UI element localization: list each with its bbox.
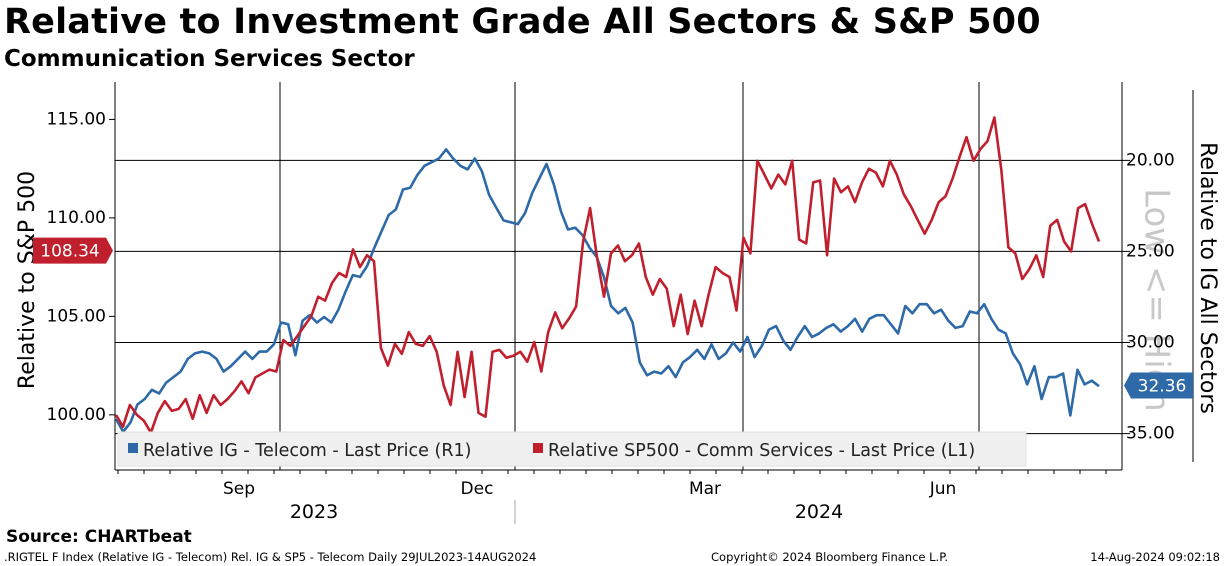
- copyright: Copyright© 2024 Bloomberg Finance L.P.: [711, 550, 948, 564]
- year-label-1: 2024: [795, 501, 843, 523]
- right-axis-title: Relative to IG All Sectors: [1195, 142, 1220, 414]
- x-tick-label-1: Dec: [461, 479, 494, 499]
- right-last-value-tag: [1124, 372, 1193, 399]
- year-label-0: 2023: [290, 501, 338, 523]
- last-value-tags: 108.34 32.36: [33, 237, 1193, 399]
- chart-title: Relative to Investment Grade All Sectors…: [4, 2, 1041, 42]
- timestamp: 14-Aug-2024 09:02:18: [1090, 550, 1220, 564]
- x-tick-label-0: Sep: [223, 479, 255, 499]
- left-axis-title: Relative to S&P 500: [15, 171, 40, 389]
- legend-swatch-0: [128, 443, 138, 453]
- left-tick-label-0: 115.00: [47, 109, 106, 129]
- left-tick-label-2: 105.00: [47, 306, 106, 326]
- left-tick-label-1: 110.00: [47, 208, 106, 228]
- x-tick-label-2: Mar: [689, 479, 721, 499]
- right-tick-label-1: 25.00: [1126, 241, 1175, 261]
- left-tick-label-3: 100.00: [47, 405, 106, 425]
- series-line-ig-telecom: [114, 148, 1100, 434]
- right-tick-label-2: 30.00: [1126, 332, 1175, 352]
- left-last-value: 108.34: [40, 242, 99, 262]
- index-info: .RIGTEL F Index (Relative IG - Telecom) …: [4, 550, 537, 564]
- legend-box: [117, 431, 1027, 467]
- legend-swatch-1: [533, 443, 543, 453]
- right-tick-label-3: 35.00: [1126, 424, 1175, 444]
- legend: Relative IG - Telecom - Last Price (R1) R…: [117, 431, 1027, 467]
- chart-subtitle: Communication Services Sector: [4, 46, 415, 72]
- series-line-sp500-comm: [114, 116, 1101, 434]
- x-tick-label-3: Jun: [929, 479, 957, 499]
- legend-label-0: Relative IG - Telecom - Last Price (R1): [143, 441, 471, 461]
- legend-label-1: Relative SP500 - Comm Services - Last Pr…: [548, 441, 975, 461]
- source-note: Source: CHARTbeat: [6, 527, 192, 547]
- series-group: [114, 116, 1101, 434]
- axes: 115.00 110.00 105.00 100.00 20.00 25.00 30.00 3…: [15, 82, 1220, 524]
- right-last-value: 32.36: [1138, 376, 1187, 396]
- left-last-value-tag: [33, 237, 113, 264]
- right-tick-label-0: 20.00: [1126, 150, 1175, 170]
- gridlines: [115, 82, 1130, 470]
